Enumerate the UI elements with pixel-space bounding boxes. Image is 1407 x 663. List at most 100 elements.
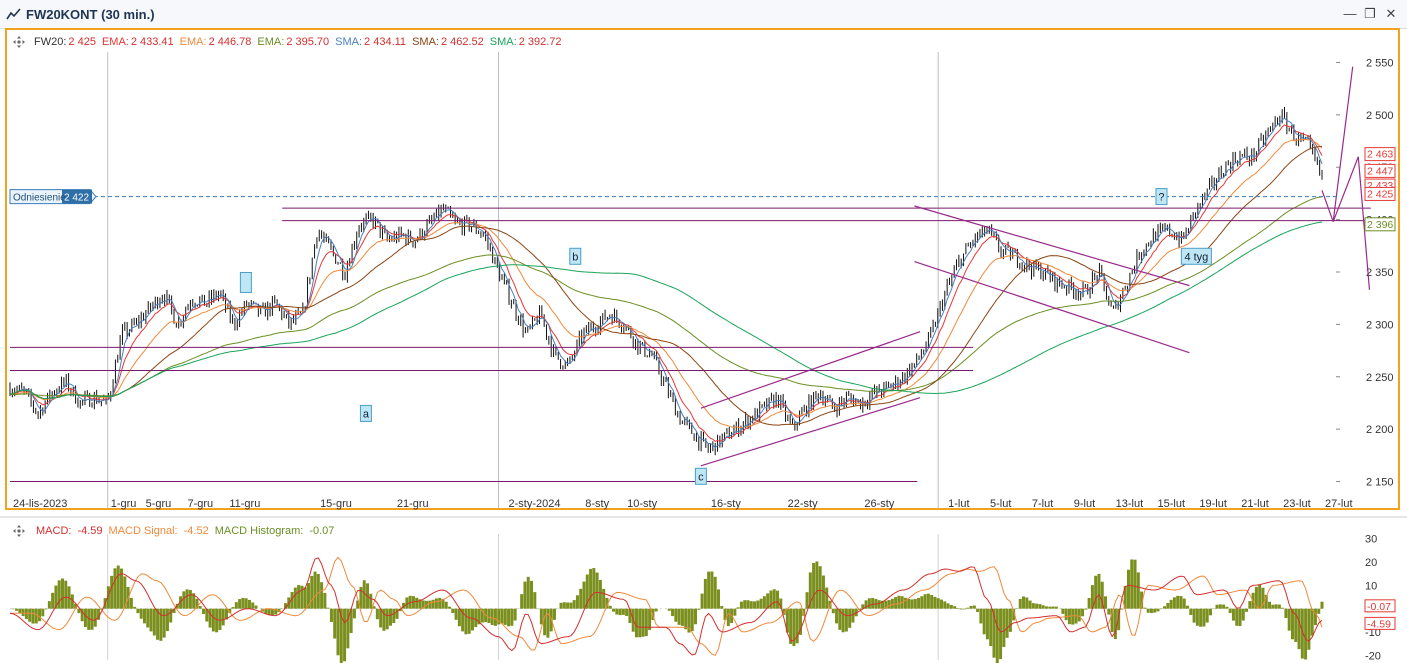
trend-line <box>914 260 1190 354</box>
move-handle-icon[interactable] <box>12 35 26 49</box>
x-tick-label: 1-gru <box>111 498 137 510</box>
legend-item: FW20: 2 425 <box>34 36 99 48</box>
x-tick-label: 2-sty-2024 <box>508 498 560 510</box>
wave-annotation <box>239 271 252 293</box>
price-tag-text: 2 396 <box>1367 219 1393 231</box>
legend-label: FW20: <box>34 36 67 48</box>
trend-line <box>1321 190 1334 222</box>
x-tick-label: 7-gru <box>187 498 213 510</box>
annotation-box <box>359 404 372 422</box>
price-tag-text: 2 425 <box>1367 188 1393 200</box>
legend-value: 2 446.78 <box>208 36 252 48</box>
macd-legend-label: MACD Histogram: <box>214 525 304 537</box>
legend-value: 2 392.72 <box>518 36 562 48</box>
x-tick-label: 9-lut <box>1074 498 1095 510</box>
annotation-text: c <box>698 471 704 483</box>
macd-legend-item: MACD: -4.59 <box>36 525 106 537</box>
price-tag: 2 463 <box>1364 147 1396 162</box>
price-tag: 2 425 <box>1364 186 1396 201</box>
wave-annotation: a <box>359 404 372 422</box>
legend-value: 2 434.11 <box>364 36 407 48</box>
legend-item: EMA: 2 446.78 <box>180 36 255 48</box>
x-tick-label: 5-lut <box>990 498 1011 510</box>
trend-line <box>1357 156 1371 290</box>
y-tick-label: 2 350 <box>1366 267 1394 279</box>
x-tick-label: 26-sty <box>864 498 894 510</box>
macd-tag-box <box>1364 616 1396 630</box>
x-tick-label: 21-lut <box>1241 498 1269 510</box>
x-tick-label: 24-lis-2023 <box>13 498 67 510</box>
annotation-text: a <box>363 408 370 420</box>
price-tag: 2 447 <box>1364 163 1396 178</box>
x-tick-label: 13-lut <box>1116 498 1144 510</box>
y-tick-label: 2 300 <box>1366 319 1394 331</box>
price-tag-box <box>1364 186 1396 201</box>
macd-legend-label: MACD: <box>36 525 72 537</box>
indicator-legend: FW20: 2 425 EMA: 2 433.41 EMA: 2 446.78 EMA: 2 … <box>34 36 568 48</box>
macd-line <box>9 557 1323 656</box>
trend-line <box>1332 156 1359 222</box>
x-tick-label: 23-lut <box>1283 498 1311 510</box>
legend-value: 2 425 <box>68 36 96 48</box>
legend-value: 2 433.41 <box>130 36 174 48</box>
annotation-text: ? <box>1158 192 1164 204</box>
trend-line <box>1332 66 1354 222</box>
x-tick-label: 16-sty <box>711 498 741 510</box>
price-chart-frame[interactable] <box>5 28 1400 510</box>
annotation-text: 4 tyg <box>1184 251 1208 263</box>
x-tick-label: 19-lut <box>1199 498 1227 510</box>
reference-label-text: Odniesienie <box>13 193 66 204</box>
trend-line <box>700 397 921 467</box>
price-tag-text: 2 463 <box>1367 149 1393 161</box>
moving-average-line <box>9 196 1323 397</box>
reference-value-text: 2 422 <box>64 193 89 204</box>
macd-y-tick-label: 30 <box>1365 534 1377 546</box>
macd-legend-value: -4.52 <box>183 525 209 537</box>
legend-item: SMA: 2 392.72 <box>490 36 565 48</box>
annotation-box <box>569 247 582 265</box>
x-tick-label: 1-lut <box>948 498 969 510</box>
x-tick-label: 5-gru <box>146 498 172 510</box>
x-tick-label: 10-sty <box>627 498 657 510</box>
macd-tag: -4.59 <box>1364 616 1396 630</box>
x-tick-label: 8-sty <box>585 498 609 510</box>
legend-item: SMA: 2 434.11 <box>335 36 409 48</box>
moving-average-line <box>9 146 1323 426</box>
price-tag-box <box>1364 217 1396 232</box>
macd-legend-value: -4.59 <box>77 525 103 537</box>
macd-tag-box <box>1364 599 1396 613</box>
restore-button[interactable]: ❐ <box>1364 6 1376 21</box>
legend-value: 2 395.70 <box>286 36 330 48</box>
y-tick-label: 2 250 <box>1366 372 1394 384</box>
legend-label: EMA: <box>257 36 285 48</box>
price-tag: 2 396 <box>1364 217 1396 232</box>
moving-average-line <box>9 221 1323 400</box>
legend-label: SMA: <box>489 36 517 48</box>
annotation-box <box>239 271 252 293</box>
minimize-button[interactable]: — <box>1343 6 1357 21</box>
chart-line-icon <box>6 8 21 20</box>
macd-move-handle-icon[interactable] <box>12 524 26 538</box>
macd-tag-text: -4.59 <box>1367 618 1391 630</box>
legend-item: SMA: 2 462.52 <box>412 36 487 48</box>
close-button[interactable]: ✕ <box>1385 6 1397 21</box>
macd-legend-value: -0.07 <box>309 525 335 537</box>
legend-item: EMA: 2 433.41 <box>102 36 177 48</box>
macd-legend-item: MACD Histogram: -0.07 <box>215 525 338 537</box>
annotation-box <box>1180 247 1212 265</box>
candles-group <box>9 106 1323 456</box>
macd-y-tick-label: 10 <box>1365 580 1377 592</box>
window-title: FW20KONT (30 min.) <box>26 7 155 22</box>
y-tick-label: 2 550 <box>1366 57 1394 69</box>
trend-line <box>914 205 1190 287</box>
macd-y-tick-label: -10 <box>1365 627 1381 639</box>
wave-annotation: c <box>694 467 707 485</box>
macd-legend: MACD: -4.59 MACD Signal: -4.52 MACD Histogra… <box>36 525 340 537</box>
macd-tag-text: -0.07 <box>1367 601 1391 613</box>
legend-label: EMA: <box>101 36 129 48</box>
trend-line <box>700 331 921 409</box>
wave-annotation: ? <box>1155 188 1168 206</box>
macd-y-tick-label: -20 <box>1365 650 1381 662</box>
